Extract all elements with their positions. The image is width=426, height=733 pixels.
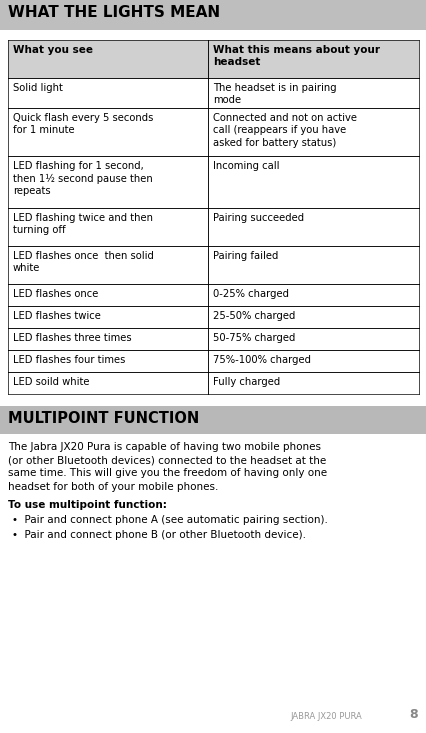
Text: LED flashes three times: LED flashes three times [13, 333, 131, 343]
Bar [207, 208, 418, 246]
Bar [207, 350, 418, 372]
Bar [0, 406, 426, 434]
Bar [207, 78, 418, 108]
Text: •  Pair and connect phone B (or other Bluetooth device).: • Pair and connect phone B (or other Blu… [12, 530, 305, 540]
Bar [8, 40, 207, 78]
Text: 25-50% charged: 25-50% charged [213, 311, 295, 321]
Text: LED flashes once  then solid
white: LED flashes once then solid white [13, 251, 153, 273]
Text: LED flashing for 1 second,
then 1½ second pause then
repeats: LED flashing for 1 second, then 1½ secon… [13, 161, 153, 196]
Text: LED soild white: LED soild white [13, 377, 89, 387]
Bar [207, 108, 418, 156]
Text: Pairing failed: Pairing failed [213, 251, 278, 261]
Bar [0, 0, 426, 30]
Bar [207, 306, 418, 328]
Text: LED flashing twice and then
turning off: LED flashing twice and then turning off [13, 213, 153, 235]
Bar [207, 40, 418, 78]
Text: Quick flash every 5 seconds
for 1 minute: Quick flash every 5 seconds for 1 minute [13, 113, 153, 136]
Text: 0-25% charged: 0-25% charged [213, 289, 288, 299]
Bar [207, 372, 418, 394]
Bar [8, 208, 207, 246]
Text: MULTIPOINT FUNCTION: MULTIPOINT FUNCTION [8, 411, 199, 426]
Text: Fully charged: Fully charged [213, 377, 279, 387]
Text: •  Pair and connect phone A (see automatic pairing section).: • Pair and connect phone A (see automati… [12, 515, 327, 525]
Bar [8, 108, 207, 156]
Text: The Jabra JX20 Pura is capable of having two mobile phones
(or other Bluetooth d: The Jabra JX20 Pura is capable of having… [8, 442, 326, 492]
Bar [207, 156, 418, 208]
Bar [8, 350, 207, 372]
Bar [8, 372, 207, 394]
Text: 8: 8 [409, 708, 417, 721]
Bar [8, 246, 207, 284]
Bar [8, 156, 207, 208]
Text: LED flashes once: LED flashes once [13, 289, 98, 299]
Bar [207, 328, 418, 350]
Text: Connected and not on active
call (reappears if you have
asked for battery status: Connected and not on active call (reappe… [213, 113, 356, 148]
Text: 75%-100% charged: 75%-100% charged [213, 355, 310, 365]
Text: LED flashes twice: LED flashes twice [13, 311, 101, 321]
Text: Pairing succeeded: Pairing succeeded [213, 213, 303, 223]
Bar [207, 246, 418, 284]
Text: 50-75% charged: 50-75% charged [213, 333, 295, 343]
Text: Solid light: Solid light [13, 83, 63, 93]
Text: What this means about your
headset: What this means about your headset [213, 45, 379, 67]
Bar [8, 306, 207, 328]
Bar [8, 328, 207, 350]
Text: Incoming call: Incoming call [213, 161, 279, 171]
Text: To use multipoint function:: To use multipoint function: [8, 500, 167, 510]
Bar [207, 284, 418, 306]
Text: WHAT THE LIGHTS MEAN: WHAT THE LIGHTS MEAN [8, 5, 220, 20]
Text: JABRA JX20 PURA: JABRA JX20 PURA [289, 712, 361, 721]
Text: What you see: What you see [13, 45, 93, 55]
Bar [8, 284, 207, 306]
Bar [8, 78, 207, 108]
Text: LED flashes four times: LED flashes four times [13, 355, 125, 365]
Text: The headset is in pairing
mode: The headset is in pairing mode [213, 83, 336, 106]
